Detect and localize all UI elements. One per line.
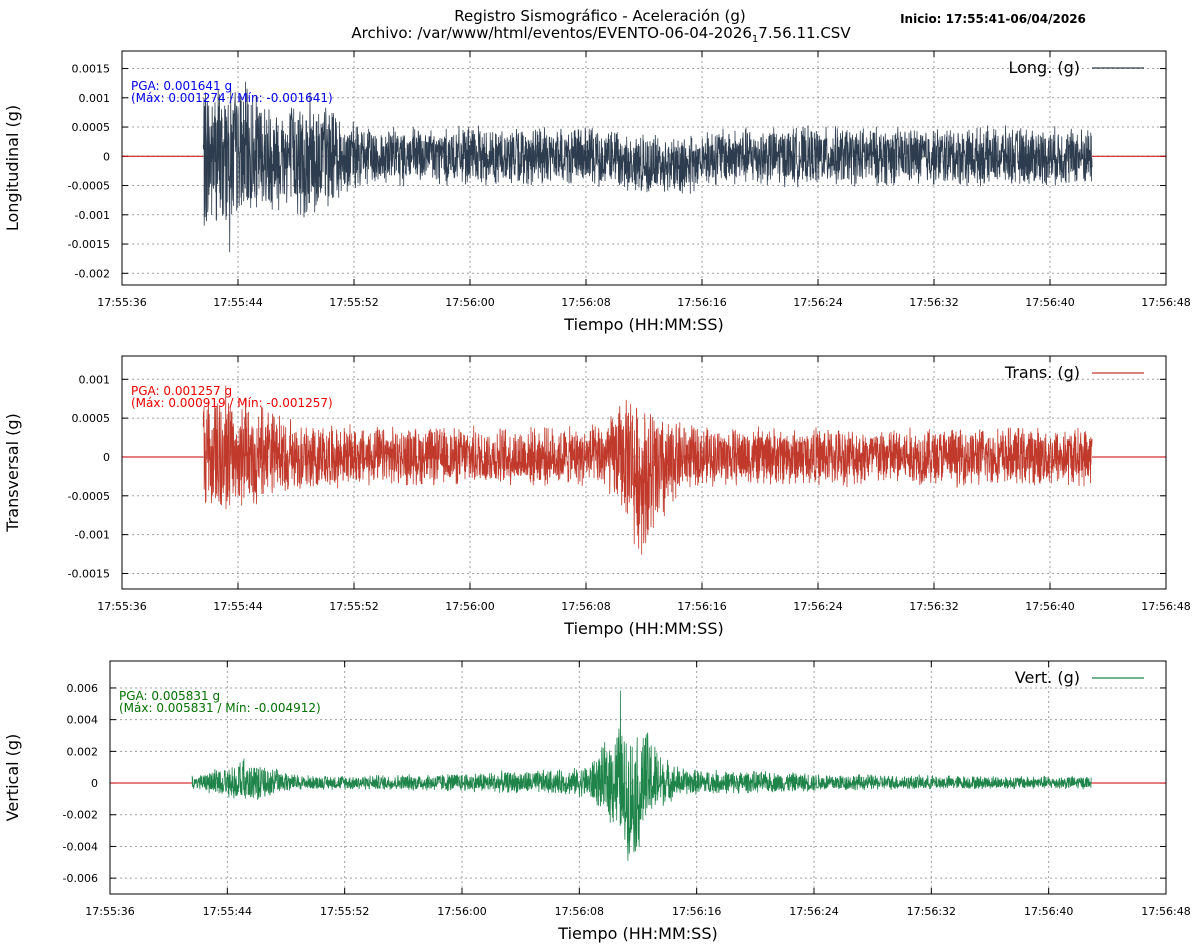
y-tick-label: -0.001 [75, 529, 110, 542]
file-path-subscript: 1 [752, 34, 758, 45]
x-tick-label: 17:56:24 [793, 296, 842, 309]
start-time: Inicio: 17:55:41-06/04/2026 [900, 12, 1086, 26]
acceleration-trace [191, 690, 1092, 861]
y-tick-label: 0.0015 [72, 63, 111, 76]
y-tick-label: 0 [103, 150, 110, 163]
y-tick-label: -0.0015 [68, 567, 110, 580]
x-tick-label: 17:56:48 [1141, 296, 1190, 309]
x-tick-label: 17:55:52 [329, 600, 378, 613]
y-tick-label: -0.004 [63, 840, 98, 853]
file-path: Archivo: /var/www/html/eventos/EVENTO-06… [351, 24, 851, 45]
x-tick-label: 17:55:52 [320, 905, 369, 918]
y-tick-label: -0.006 [63, 872, 98, 885]
x-tick-label: 17:56:24 [793, 600, 842, 613]
legend-label: Long. (g) [1008, 58, 1080, 77]
y-tick-label: -0.0005 [68, 490, 110, 503]
x-tick-label: 17:55:52 [329, 296, 378, 309]
x-axis-label: Tiempo (HH:MM:SS) [563, 619, 723, 638]
acceleration-trace [202, 81, 1093, 253]
x-tick-label: 17:55:36 [85, 905, 134, 918]
y-tick-label: -0.0015 [68, 238, 110, 251]
x-tick-label: 17:56:08 [561, 600, 610, 613]
y-tick-label: -0.002 [63, 809, 98, 822]
file-path-prefix: Archivo: /var/www/html/eventos/EVENTO-06… [351, 24, 752, 42]
legend-label: Trans. (g) [1004, 363, 1080, 382]
x-tick-label: 17:55:36 [97, 600, 146, 613]
y-tick-label: 0.001 [79, 373, 111, 386]
x-tick-label: 17:56:40 [1024, 905, 1073, 918]
y-tick-label: -0.0005 [68, 180, 110, 193]
x-tick-label: 17:55:44 [213, 600, 262, 613]
x-tick-label: 17:55:36 [97, 296, 146, 309]
x-tick-label: 17:56:48 [1141, 600, 1190, 613]
x-tick-label: 17:56:16 [672, 905, 721, 918]
x-tick-label: 17:56:40 [1025, 600, 1074, 613]
x-tick-label: 17:56:32 [909, 600, 958, 613]
x-tick-label: 17:56:00 [445, 600, 494, 613]
chart-title: Registro Sismográfico - Aceleración (g) [454, 7, 745, 25]
x-tick-label: 17:56:24 [789, 905, 838, 918]
acceleration-trace [202, 385, 1093, 555]
y-tick-label: 0.006 [67, 682, 99, 695]
x-tick-label: 17:56:00 [445, 296, 494, 309]
file-path-suffix: 7.56.11.CSV [758, 24, 851, 42]
y-tick-label: 0 [91, 777, 98, 790]
plot-frame [109, 660, 1167, 895]
chart-panel-3: 0.006 0.004 0.002 0 -0.002 -0.004 -0.006 17:55:… [3, 660, 1191, 943]
x-tick-label: 17:56:32 [907, 905, 956, 918]
y-tick-label: 0.0005 [72, 121, 111, 134]
y-tick-label: 0.004 [67, 714, 99, 727]
panels: 0.0015 0.001 0.0005 0 -0.0005 -0.001 -0.0015 -0… [3, 50, 1191, 943]
chart-panel-2: 0.001 0.0005 0 -0.0005 -0.001 -0.0015 17:55:36… [3, 355, 1191, 638]
pga-text: PGA: 0.001257 g [131, 384, 232, 398]
y-axis-label: Transversal (g) [3, 413, 22, 532]
x-tick-label: 17:56:00 [437, 905, 486, 918]
y-tick-label: 0.001 [79, 92, 111, 105]
x-tick-label: 17:56:08 [555, 905, 604, 918]
plot-frame [121, 355, 1167, 590]
x-axis-label: Tiempo (HH:MM:SS) [557, 924, 717, 943]
x-tick-label: 17:56:48 [1141, 905, 1190, 918]
pga-text: PGA: 0.005831 g [119, 689, 220, 703]
x-tick-label: 17:56:08 [561, 296, 610, 309]
y-tick-label: 0.002 [67, 745, 99, 758]
x-tick-label: 17:56:32 [909, 296, 958, 309]
y-tick-label: 0 [103, 451, 110, 464]
pga-max-min: (Máx: 0.001274 / Mín: -0.001641) [131, 91, 333, 105]
pga-max-min: (Máx: 0.005831 / Mín: -0.004912) [119, 701, 321, 715]
x-tick-label: 17:55:44 [213, 296, 262, 309]
legend-label: Vert. (g) [1015, 668, 1080, 687]
pga-text: PGA: 0.001641 g [131, 79, 232, 93]
x-axis-label: Tiempo (HH:MM:SS) [563, 315, 723, 334]
x-tick-label: 17:56:16 [677, 600, 726, 613]
x-tick-label: 17:55:44 [203, 905, 252, 918]
y-axis-label: Vertical (g) [3, 734, 22, 822]
y-tick-label: 0.0005 [72, 412, 111, 425]
y-axis-label: Longitudinal (g) [3, 105, 22, 231]
pga-max-min: (Máx: 0.000919 / Mín: -0.001257) [131, 396, 333, 410]
y-tick-label: -0.001 [75, 209, 110, 222]
chart-panel-1: 0.0015 0.001 0.0005 0 -0.0005 -0.001 -0.0015 -0… [3, 50, 1191, 334]
plot-frame [121, 50, 1167, 286]
x-tick-label: 17:56:16 [677, 296, 726, 309]
y-tick-label: -0.002 [75, 267, 110, 280]
x-tick-label: 17:56:40 [1025, 296, 1074, 309]
